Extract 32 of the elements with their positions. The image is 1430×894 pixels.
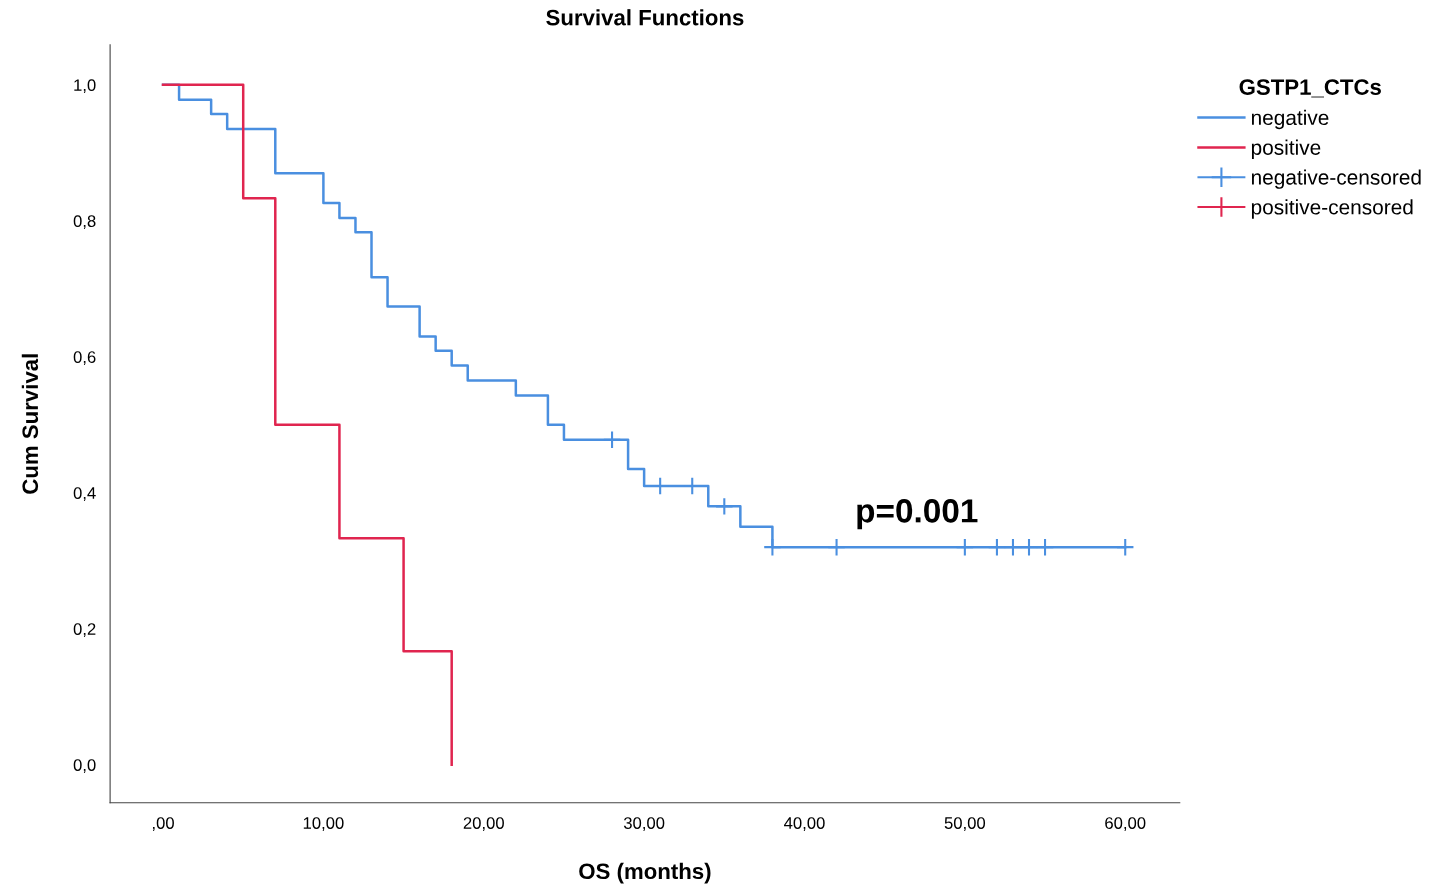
y-tick-label: 0,8	[73, 215, 96, 229]
x-tick-label: 30,00	[623, 817, 665, 831]
point	[602, 430, 622, 449]
point	[1003, 537, 1023, 557]
legend-label: positive	[1251, 139, 1321, 159]
point	[1115, 537, 1135, 557]
y-tick-label: 0,0	[73, 759, 96, 773]
x-tick-label: 20,00	[463, 817, 504, 831]
point	[763, 537, 782, 557]
y-tick-label: 0,6	[73, 351, 96, 365]
legend-label: negative	[1251, 109, 1329, 130]
y-tick-label: 0,4	[73, 487, 96, 501]
legend-label: positive-censored	[1251, 199, 1413, 219]
y-tick-label: 1,0	[74, 79, 96, 93]
point	[1035, 537, 1055, 557]
point	[955, 537, 975, 557]
x-tick-label: 40,00	[784, 817, 825, 831]
legend-title: GSTP1_CTCs	[1239, 79, 1381, 98]
point	[715, 497, 734, 516]
x-tick-label: 60,00	[1105, 817, 1146, 831]
y-axis-title: Cum Survival	[21, 354, 39, 494]
x-tick-label: 10,00	[303, 817, 344, 831]
point	[827, 537, 846, 557]
y-tick-label: 0,2	[73, 623, 96, 637]
x-tick-label: 50,00	[944, 817, 986, 831]
x-axis-title: OS (months)	[579, 862, 711, 884]
point	[987, 537, 1007, 557]
annotation: p=0.001	[857, 499, 978, 530]
legend-label: negative-censored	[1251, 169, 1421, 189]
x-tick-label: ,00	[152, 817, 174, 831]
chart-title: Survival Functions	[546, 9, 744, 26]
point	[1019, 537, 1039, 557]
